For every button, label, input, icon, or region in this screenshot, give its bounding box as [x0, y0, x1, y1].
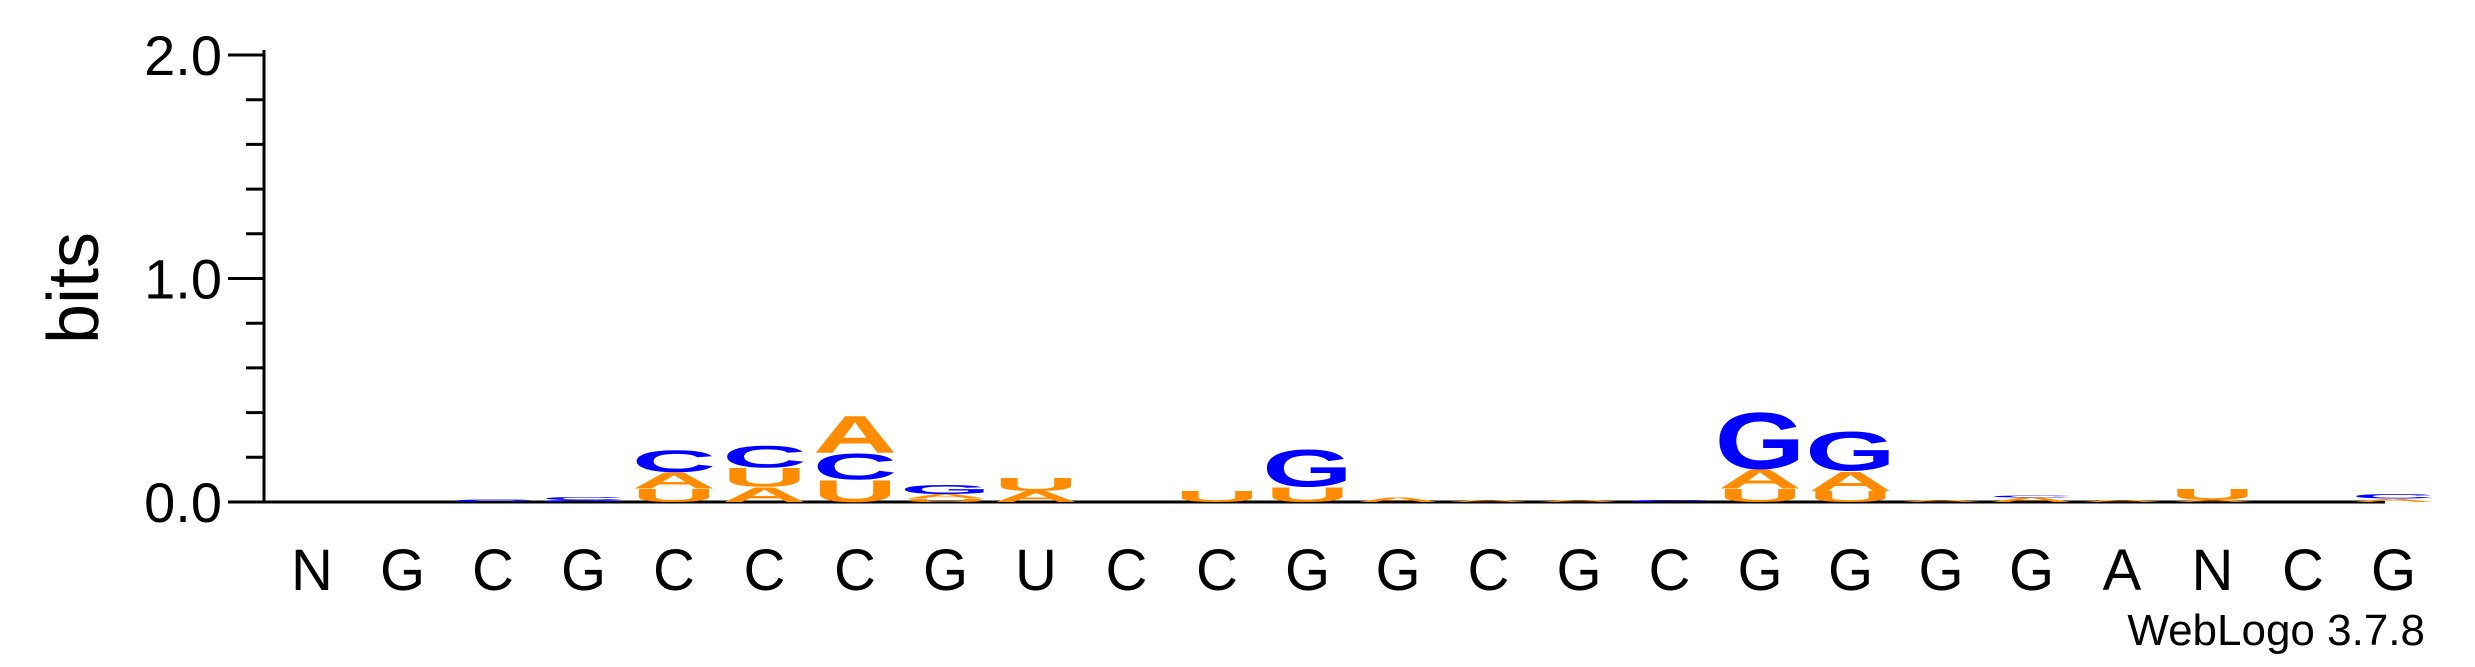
- x-tick-label: C: [653, 538, 695, 603]
- logo-letter-A: A: [2170, 499, 2254, 502]
- logo-letter-A: A: [1899, 499, 1983, 502]
- logo-letter-C: C: [632, 444, 716, 479]
- x-tick-label: G: [2371, 538, 2416, 603]
- logo-letter-C: C: [2351, 493, 2435, 500]
- x-tick-label: G: [1375, 538, 1420, 603]
- x-tick-label: C: [834, 538, 876, 603]
- y-axis: 0.0 1.0 2.0: [144, 24, 266, 534]
- x-tick-label: C: [2282, 538, 2324, 603]
- x-tick-label: G: [1918, 538, 1963, 603]
- y-tick-label: 1.0: [144, 248, 222, 311]
- logo-letter-C: C: [1627, 499, 1711, 502]
- logo-letter-A: A: [1718, 463, 1802, 494]
- x-tick-label: G: [1556, 538, 1601, 603]
- y-minor-ticks: [246, 98, 264, 459]
- logo-letter-A: A: [1537, 500, 1621, 503]
- x-tick-label: G: [1828, 538, 1873, 603]
- x-tick-label: C: [1468, 538, 1510, 603]
- logo-letter-C: C: [813, 447, 897, 488]
- logo-letter-G: G: [1805, 421, 1896, 483]
- logo-letter-A: A: [722, 482, 806, 506]
- logo-letter-U: U: [632, 485, 716, 506]
- stack-position-3: C: [451, 499, 535, 503]
- logo-letter-A: A: [1989, 496, 2073, 503]
- logo-letter-A: A: [632, 468, 716, 494]
- stack-position-15: A: [1537, 500, 1621, 503]
- y-ticks: 0.0 1.0 2.0: [144, 24, 264, 534]
- logo-letter-G: G: [900, 483, 991, 497]
- y-axis-label: bits: [34, 232, 114, 344]
- stack-position-9: AU: [994, 474, 1078, 505]
- x-tick-label: G: [380, 538, 425, 603]
- x-tick-label: G: [2009, 538, 2054, 603]
- logo-letter-C: C: [451, 499, 535, 503]
- stack-position-19: A: [1899, 499, 1983, 502]
- stack-position-21: A: [2080, 499, 2164, 502]
- logo-letter-C: C: [541, 496, 625, 501]
- logo-letter-A: A: [994, 488, 1078, 505]
- x-tick-label: U: [1015, 538, 1057, 603]
- logo-letter-G: G: [538, 500, 629, 503]
- logo-letter-G: G: [1715, 396, 1806, 486]
- x-tick-label: G: [923, 538, 968, 603]
- logo-letter-U: U: [813, 474, 897, 509]
- stack-position-18: UAG: [1805, 421, 1896, 506]
- x-tick-label: C: [1106, 538, 1148, 603]
- logo-letter-A: A: [1356, 496, 1440, 503]
- stack-position-8: UAG: [900, 483, 991, 503]
- logo-letter-C: C: [1989, 495, 2073, 498]
- logo-letter-A: A: [1808, 465, 1892, 496]
- logo-letter-A: A: [1446, 499, 1530, 502]
- x-tick-label: N: [291, 538, 333, 603]
- stack-position-6: AUC: [722, 440, 806, 507]
- logo-letter-U: U: [1808, 488, 1892, 505]
- logo-letter-U: U: [2170, 486, 2254, 503]
- weblogo-credit: WebLogo 3.7.8: [2127, 606, 2425, 655]
- stack-position-16: C: [1627, 499, 1711, 502]
- stack-position-12: UG: [1262, 439, 1353, 507]
- x-tick-label: G: [1737, 538, 1782, 603]
- stack-position-5: UAC: [632, 444, 716, 506]
- stack-position-4: GC: [538, 496, 629, 503]
- logo-letter-A: A: [813, 406, 897, 465]
- logo-letter-G: G: [1262, 439, 1353, 498]
- logo-letter-U: U: [994, 474, 1078, 495]
- stack-position-11: U: [1175, 488, 1259, 505]
- y-tick-label: 0.0: [144, 471, 222, 534]
- x-tick-label: C: [1649, 538, 1691, 603]
- logo-letter-A: A: [2351, 498, 2435, 503]
- logo-letter-U: U: [722, 462, 806, 492]
- stack-position-24: AC: [2351, 493, 2435, 503]
- x-tick-label: A: [2103, 538, 2142, 603]
- x-tick-label: C: [472, 538, 514, 603]
- stack-position-14: A: [1446, 499, 1530, 502]
- logo-letter-A: A: [2080, 499, 2164, 502]
- logo-letter-U: U: [1175, 488, 1259, 505]
- logo-letter-U: U: [1718, 485, 1802, 506]
- stack-position-7: UCA: [813, 406, 897, 509]
- logo-letter-C: C: [722, 440, 806, 475]
- stack-position-13: A: [1356, 496, 1440, 503]
- x-tick-label: G: [1285, 538, 1330, 603]
- y-tick-label: 2.0: [144, 24, 222, 87]
- stack-position-20: AC: [1989, 495, 2073, 504]
- logo-letter-U: U: [903, 498, 987, 503]
- x-tick-label: N: [2192, 538, 2234, 603]
- stack-position-22: AU: [2170, 486, 2254, 503]
- stack-position-17: UAG: [1715, 396, 1806, 506]
- x-tick-label: C: [744, 538, 786, 603]
- x-tick-label: C: [1196, 538, 1238, 603]
- logo-letter-A: A: [903, 493, 987, 500]
- x-tick-label: G: [561, 538, 606, 603]
- logo-letter-U: U: [1265, 482, 1349, 506]
